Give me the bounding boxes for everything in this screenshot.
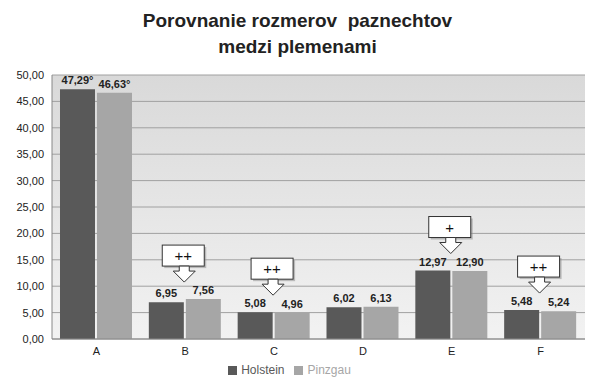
svg-text:6,95: 6,95 [156, 287, 177, 299]
svg-text:A: A [93, 345, 101, 357]
svg-text:46,63°: 46,63° [99, 78, 131, 90]
svg-text:++: ++ [174, 247, 192, 264]
html-text:Pinzgau: Pinzgau [307, 363, 351, 377]
svg-text:5,00: 5,00 [23, 307, 44, 319]
svg-text:20,00: 20,00 [16, 227, 44, 239]
svg-text:F: F [537, 345, 544, 357]
html-text:Porovnanie rozmerov paznechtov: Porovnanie rozmerov paznechtov medzi ple… [142, 10, 458, 57]
svg-text:47,29°: 47,29° [62, 74, 94, 86]
svg-text:30,00: 30,00 [16, 175, 44, 187]
svg-text:15,00: 15,00 [16, 254, 44, 266]
svg-text:10,00: 10,00 [16, 280, 44, 292]
svg-text:45,00: 45,00 [16, 95, 44, 107]
svg-text:35,00: 35,00 [16, 148, 44, 160]
svg-text:6,13: 6,13 [370, 292, 391, 304]
svg-text:7,56: 7,56 [193, 284, 214, 296]
svg-text:6,02: 6,02 [333, 292, 354, 304]
svg-text:25,00: 25,00 [16, 201, 44, 213]
svg-text:5,48: 5,48 [511, 295, 532, 307]
svg-text:B: B [182, 345, 189, 357]
html-text:Holstein: Holstein [241, 363, 285, 377]
svg-text:++: ++ [263, 260, 281, 277]
svg-text:C: C [270, 345, 278, 357]
svg-text:0,00: 0,00 [23, 333, 44, 345]
svg-text:12,90: 12,90 [456, 256, 484, 268]
svg-text:5,08: 5,08 [244, 297, 265, 309]
svg-text:50,00: 50,00 [16, 69, 44, 81]
svg-text:12,97: 12,97 [419, 256, 447, 268]
svg-text:4,96: 4,96 [281, 298, 302, 310]
svg-text:5,24: 5,24 [548, 296, 570, 308]
svg-text:E: E [448, 345, 455, 357]
svg-text:++: ++ [530, 258, 548, 275]
svg-text:40,00: 40,00 [16, 122, 44, 134]
svg-text:D: D [359, 345, 367, 357]
svg-text:+: + [445, 219, 454, 236]
